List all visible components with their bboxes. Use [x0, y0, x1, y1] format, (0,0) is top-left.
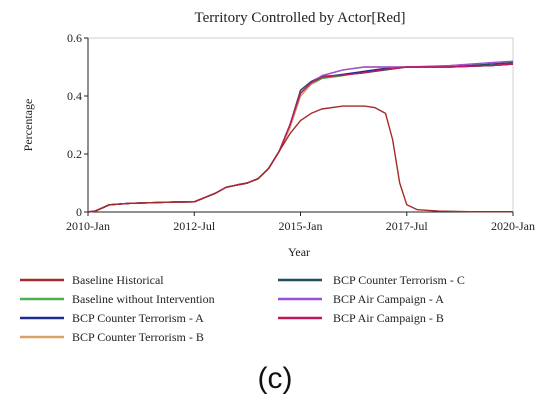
legend: Baseline Historical Baseline without Inte…: [20, 273, 465, 344]
series-line-7: [87, 63, 514, 213]
x-tick-label: 2015-Jan: [279, 219, 323, 233]
y-tick-label: 0.2: [67, 147, 82, 161]
x-tick-label: 2017-Jul: [386, 219, 429, 233]
legend-label: Baseline without Intervention: [72, 292, 215, 306]
x-tick-label: 2020-Jan: [491, 219, 535, 233]
series-line-5: [87, 61, 514, 213]
y-tick-label: 0.4: [67, 89, 82, 103]
legend-label: BCP Air Campaign - A: [333, 292, 444, 306]
x-axis-label: Year: [288, 245, 310, 259]
plot-area: [87, 37, 514, 213]
x-tick-label: 2010-Jan: [66, 219, 110, 233]
chart-title: Territory Controlled by Actor[Red]: [195, 10, 406, 26]
y-axis-label: Percentage: [21, 99, 35, 152]
series-lines: [87, 60, 514, 213]
series-line-3: [87, 63, 514, 213]
x-ticks: 2010-Jan 2012-Jul 2015-Jan 2017-Jul 2020-Jan: [66, 212, 535, 233]
legend-label: BCP Air Campaign - B: [333, 311, 444, 325]
series-line-6: [87, 60, 514, 213]
y-tick-label: 0.6: [67, 31, 82, 45]
series-line-1: [87, 105, 513, 213]
series-line-2: [87, 63, 514, 213]
legend-label: BCP Counter Terrorism - C: [333, 273, 465, 287]
legend-label: Baseline Historical: [72, 273, 164, 287]
legend-label: BCP Counter Terrorism - B: [72, 330, 204, 344]
x-tick-label: 2012-Jul: [173, 219, 216, 233]
series-line-4: [87, 61, 514, 213]
y-ticks: 0 0.2 0.4 0.6: [67, 31, 88, 219]
figure-caption: (c): [257, 362, 293, 395]
y-tick-label: 0: [76, 205, 82, 219]
legend-label: BCP Counter Terrorism - A: [72, 311, 204, 325]
plot-frame: [87, 37, 514, 213]
